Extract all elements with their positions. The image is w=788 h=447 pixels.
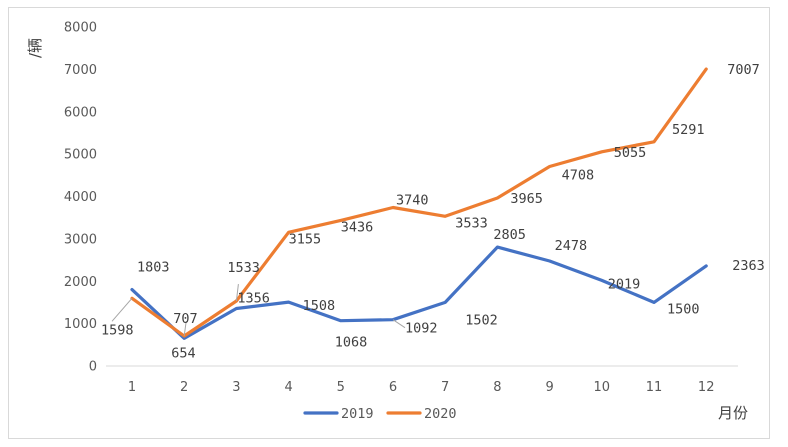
x-axis-title: 月份 bbox=[718, 404, 748, 422]
x-tick-label: 5 bbox=[337, 380, 345, 395]
x-tick-label: 3 bbox=[232, 380, 240, 395]
x-tick-label: 7 bbox=[441, 380, 449, 395]
data-label-2020: 5291 bbox=[672, 122, 705, 138]
x-tick-label: 2 bbox=[180, 380, 188, 395]
data-label-2020: 1598 bbox=[101, 322, 134, 338]
data-label-2019: 2478 bbox=[555, 238, 588, 254]
x-tick-label: 4 bbox=[284, 380, 292, 395]
series-line-2020 bbox=[130, 67, 708, 338]
data-label-2019: 1508 bbox=[303, 298, 336, 314]
y-axis-title: /辆 bbox=[26, 38, 44, 58]
data-label-2020: 3965 bbox=[510, 191, 543, 207]
y-tick-label: 5000 bbox=[64, 148, 97, 163]
x-axis-ticks: 1 2 3 4 5 6 7 8 9 10 11 12 bbox=[106, 365, 738, 395]
data-labels: 1803 654 1356 1508 1068 1092 1502 2805 2478 2019 1… bbox=[101, 62, 765, 361]
y-tick-label: 7000 bbox=[64, 63, 97, 78]
data-label-2020: 1533 bbox=[227, 260, 260, 276]
data-label-2019: 1068 bbox=[335, 335, 368, 351]
y-tick-label: 0 bbox=[89, 360, 97, 375]
x-tick-label: 8 bbox=[493, 380, 501, 395]
data-label-2019: 2019 bbox=[608, 276, 641, 292]
data-label-2019: 2805 bbox=[493, 227, 526, 243]
leader-line bbox=[183, 320, 187, 337]
data-label-2020: 3740 bbox=[396, 193, 429, 209]
x-tick-label: 6 bbox=[389, 380, 397, 395]
data-label-2019: 1502 bbox=[465, 312, 498, 328]
y-tick-label: 1000 bbox=[64, 317, 97, 332]
data-label-2020: 4708 bbox=[562, 167, 595, 183]
leader-line bbox=[392, 319, 406, 329]
data-label-2019: 1803 bbox=[137, 260, 170, 276]
y-tick-label: 4000 bbox=[64, 190, 97, 205]
data-label-2020: 3436 bbox=[341, 219, 374, 235]
y-tick-label: 8000 bbox=[64, 21, 97, 36]
x-tick-label: 1 bbox=[128, 380, 136, 395]
series-lines bbox=[130, 67, 708, 340]
legend: 2019 2020 bbox=[303, 406, 457, 422]
legend-label-2019: 2019 bbox=[341, 406, 374, 422]
leader-line bbox=[111, 297, 133, 322]
leader-line bbox=[235, 283, 239, 302]
x-tick-label: 11 bbox=[646, 380, 663, 395]
data-label-leader-lines bbox=[111, 283, 406, 337]
series-line-2019 bbox=[130, 245, 708, 340]
chart-frame bbox=[8, 7, 770, 439]
data-label-2019: 1500 bbox=[667, 301, 700, 317]
x-tick-label: 10 bbox=[594, 380, 611, 395]
data-label-2019: 2363 bbox=[732, 258, 765, 274]
y-tick-label: 6000 bbox=[64, 105, 97, 120]
data-label-2020: 3533 bbox=[455, 215, 488, 231]
data-label-2019: 654 bbox=[171, 345, 195, 361]
y-tick-label: 2000 bbox=[64, 275, 97, 290]
x-tick-label: 12 bbox=[698, 380, 715, 395]
data-label-2019: 1356 bbox=[237, 291, 270, 307]
data-label-2020: 3155 bbox=[289, 231, 322, 247]
data-label-2020: 707 bbox=[173, 311, 197, 327]
x-tick-label: 9 bbox=[545, 380, 553, 395]
y-tick-label: 3000 bbox=[64, 232, 97, 247]
data-label-2019: 1092 bbox=[405, 321, 438, 337]
data-label-2020: 7007 bbox=[727, 62, 760, 78]
legend-label-2020: 2020 bbox=[424, 406, 457, 422]
data-label-2020: 5055 bbox=[614, 145, 647, 161]
y-axis-ticks: 0 1000 2000 3000 4000 5000 6000 7000 8000 bbox=[64, 21, 97, 375]
